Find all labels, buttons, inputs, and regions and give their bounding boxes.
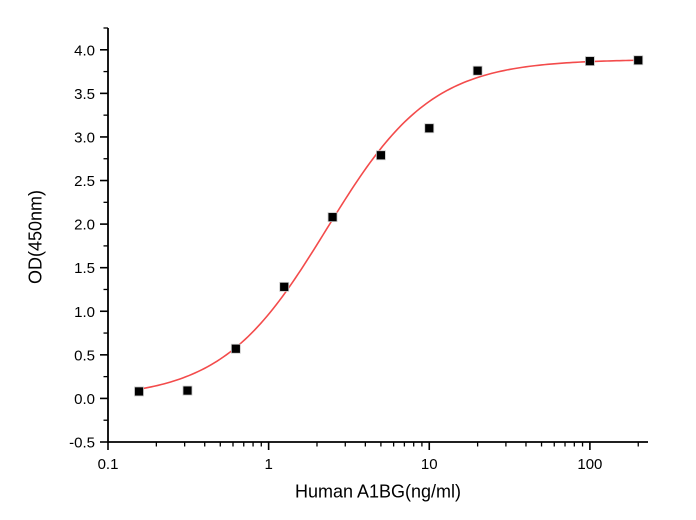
x-tick-label: 0.1 — [98, 456, 119, 473]
y-tick-label: 2.5 — [74, 173, 95, 190]
y-tick-label: 3.0 — [74, 129, 95, 146]
fit-curve — [138, 59, 640, 391]
x-axis-title: Human A1BG(ng/ml) — [294, 481, 462, 502]
data-point-marker — [182, 385, 193, 396]
x-tick-label: 1 — [264, 456, 272, 473]
data-point-marker — [584, 56, 595, 67]
data-point-marker — [327, 212, 338, 223]
data-point-marker — [279, 281, 290, 292]
y-tick-label: 1.0 — [74, 304, 95, 321]
y-tick-label: 0.5 — [74, 347, 95, 364]
y-tick-label: 3.5 — [74, 86, 95, 103]
x-tick-label: 100 — [577, 456, 602, 473]
y-tick-label: 2.0 — [74, 217, 95, 234]
x-tick-label: 10 — [421, 456, 438, 473]
data-point-marker — [633, 55, 644, 66]
y-tick-label: 4.0 — [74, 42, 95, 59]
y-tick-label: 0.0 — [74, 391, 95, 408]
y-axis-title: OD(450nm) — [25, 189, 46, 285]
data-point-marker — [424, 123, 435, 134]
data-point-marker — [230, 343, 241, 354]
data-point-marker — [472, 65, 483, 76]
data-point-marker — [376, 150, 386, 161]
y-tick-label: 1.5 — [74, 260, 95, 277]
y-tick-label: -0.5 — [69, 435, 95, 452]
data-point-marker — [134, 386, 144, 397]
